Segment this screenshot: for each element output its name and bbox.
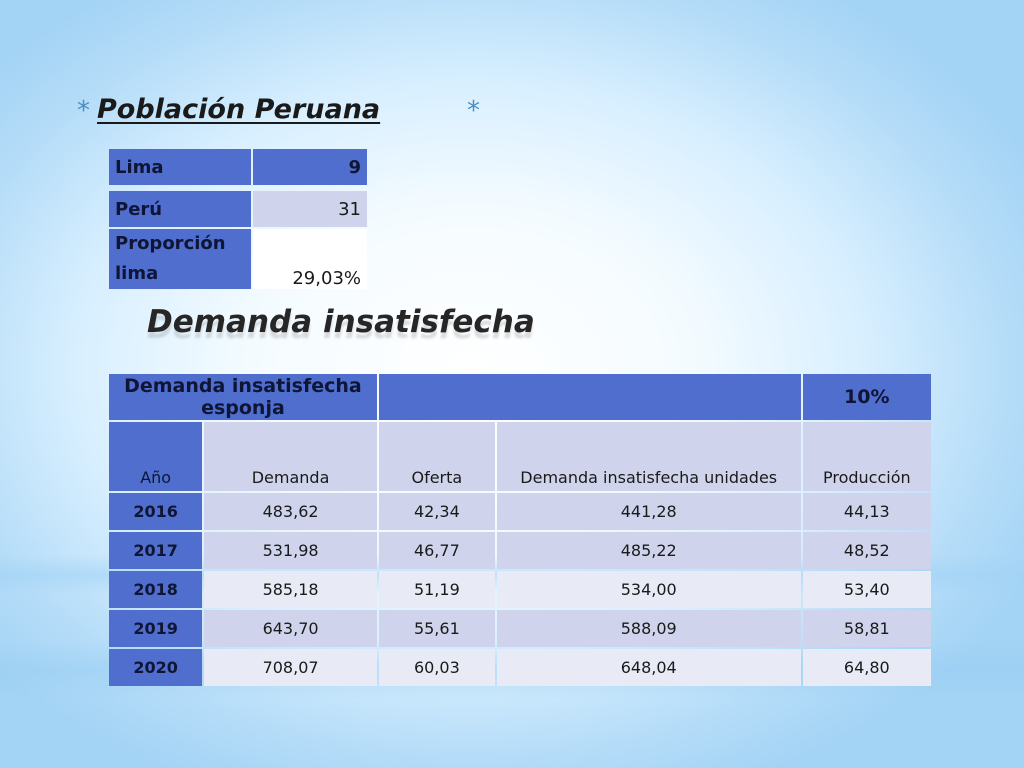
slide-title: Población Peruana xyxy=(97,94,381,125)
demand-table: Demanda insatisfecha esponja 10% Año Dem… xyxy=(107,372,933,688)
table-cell: 441,28 xyxy=(496,493,801,530)
table-title-cell: Demanda insatisfecha esponja xyxy=(109,374,377,420)
year-cell: 2019 xyxy=(109,610,203,647)
table-cell: 485,22 xyxy=(496,532,801,569)
table-cell: 53,40 xyxy=(802,571,931,608)
table-row: 2016 483,62 42,34 441,28 44,13 xyxy=(109,493,931,530)
population-table: Lima 9 Perú 31 Proporción lima 29,03% xyxy=(107,147,369,291)
row-value: 29,03% xyxy=(253,229,367,289)
table-cell: 55,61 xyxy=(378,610,495,647)
table-cell: 534,00 xyxy=(496,571,801,608)
column-header-row: Año Demanda Oferta Demanda insatisfecha … xyxy=(109,422,931,491)
table-row: 2017 531,98 46,77 485,22 48,52 xyxy=(109,532,931,569)
table-cell: 46,77 xyxy=(378,532,495,569)
table-cell: 648,04 xyxy=(496,649,801,686)
table-row: 2020 708,07 60,03 648,04 64,80 xyxy=(109,649,931,686)
row-label: Lima xyxy=(109,149,251,185)
table-cell: 60,03 xyxy=(378,649,495,686)
table-cell: 51,19 xyxy=(378,571,495,608)
table-row: 2018 585,18 51,19 534,00 53,40 xyxy=(109,571,931,608)
table-cell: 708,07 xyxy=(204,649,377,686)
year-cell: 2017 xyxy=(109,532,203,569)
year-cell: 2016 xyxy=(109,493,203,530)
table-cell: 585,18 xyxy=(204,571,377,608)
row-label: Perú xyxy=(109,191,251,227)
table-cell: 64,80 xyxy=(802,649,931,686)
table-header-row: Demanda insatisfecha esponja 10% xyxy=(109,374,931,420)
row-value: 31 xyxy=(253,191,367,227)
bullet-star-icon: * xyxy=(467,96,480,126)
column-header: Oferta xyxy=(378,422,495,491)
table-cell: 643,70 xyxy=(204,610,377,647)
table-cell: 48,52 xyxy=(802,532,931,569)
table-cell: 44,13 xyxy=(802,493,931,530)
table-row: Lima 9 xyxy=(109,149,367,185)
table-cell: 42,34 xyxy=(378,493,495,530)
year-cell: 2018 xyxy=(109,571,203,608)
table-cell: 588,09 xyxy=(496,610,801,647)
bullet-star-icon: * xyxy=(77,96,90,126)
column-header: Producción xyxy=(802,422,931,491)
table-blank-cell xyxy=(378,374,801,420)
column-header: Demanda insatisfecha unidades xyxy=(496,422,801,491)
table-row: Perú 31 xyxy=(109,191,367,227)
column-header: Demanda xyxy=(204,422,377,491)
table-cell: 531,98 xyxy=(204,532,377,569)
row-label: Proporción lima xyxy=(109,229,251,289)
table-cell: 483,62 xyxy=(204,493,377,530)
section-heading: Demanda insatisfecha xyxy=(147,304,535,340)
table-percent-cell: 10% xyxy=(802,374,931,420)
table-cell: 58,81 xyxy=(802,610,931,647)
table-row: 2019 643,70 55,61 588,09 58,81 xyxy=(109,610,931,647)
year-cell: 2020 xyxy=(109,649,203,686)
row-value: 9 xyxy=(253,149,367,185)
column-header: Año xyxy=(109,422,203,491)
table-row: Proporción lima 29,03% xyxy=(109,229,367,289)
